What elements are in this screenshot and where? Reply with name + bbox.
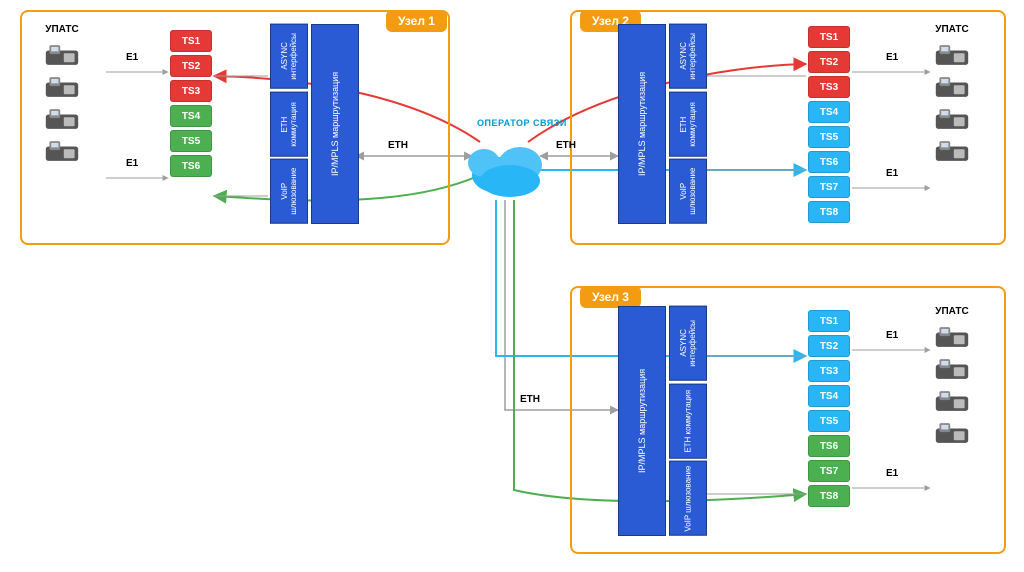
phone-icon: [44, 105, 80, 133]
phone-icon: [934, 323, 970, 351]
e1-label: E1: [126, 158, 138, 169]
router-eth-module: ETH коммутация: [270, 92, 308, 157]
router-eth-module: ETH коммутация: [669, 384, 707, 459]
timeslot-ts7: TS7: [808, 460, 850, 482]
cloud-label: ОПЕРАТОР СВЯЗИ: [477, 118, 567, 128]
node2-router: IP/MPLS маршрутизация ASYNC интерфейсы E…: [618, 24, 707, 224]
node2-timeslots: TS1 TS2 TS3 TS4 TS5 TS6 TS7 TS8: [808, 26, 850, 223]
node3-router: IP/MPLS маршрутизация ASYNC интерфейсы E…: [618, 306, 707, 536]
timeslot-ts4: TS4: [808, 385, 850, 407]
phone-icon: [934, 41, 970, 69]
phone-icon: [934, 387, 970, 415]
cloud-icon: [468, 147, 542, 197]
timeslot-ts5: TS5: [170, 130, 212, 152]
timeslot-ts2: TS2: [808, 335, 850, 357]
phone-icon: [934, 105, 970, 133]
router-main-module: IP/MPLS маршрутизация: [618, 24, 666, 224]
timeslot-ts1: TS1: [808, 310, 850, 332]
timeslot-ts6: TS6: [170, 155, 212, 177]
timeslot-ts8: TS8: [808, 485, 850, 507]
router-main-module: IP/MPLS маршрутизация: [618, 306, 666, 536]
timeslot-ts6: TS6: [808, 151, 850, 173]
timeslot-ts3: TS3: [808, 360, 850, 382]
e1-label: E1: [886, 330, 898, 341]
node2-phones: УПАТС: [934, 24, 970, 165]
router-voip-module: VoIP шлюзование: [669, 159, 707, 224]
timeslot-ts6: TS6: [808, 435, 850, 457]
node1-router: ASYNC интерфейсы ETH коммутация VoIP шлю…: [270, 24, 359, 224]
timeslot-ts8: TS8: [808, 201, 850, 223]
timeslot-ts7: TS7: [808, 176, 850, 198]
upats-label: УПАТС: [935, 24, 968, 35]
timeslot-ts4: TS4: [170, 105, 212, 127]
phone-icon: [934, 73, 970, 101]
eth-label: ETH: [388, 140, 408, 151]
router-eth-module: ETH коммутация: [669, 92, 707, 157]
node1-title: Узел 1: [386, 10, 447, 32]
node3-timeslots: TS1 TS2 TS3 TS4 TS5 TS6 TS7 TS8: [808, 310, 850, 507]
upats-label: УПАТС: [45, 24, 78, 35]
node1-phones: УПАТС: [44, 24, 80, 165]
phone-icon: [44, 41, 80, 69]
phone-icon: [44, 137, 80, 165]
upats-label: УПАТС: [935, 306, 968, 317]
timeslot-ts1: TS1: [808, 26, 850, 48]
timeslot-ts3: TS3: [170, 80, 212, 102]
timeslot-ts4: TS4: [808, 101, 850, 123]
phone-icon: [44, 73, 80, 101]
e1-label: E1: [886, 168, 898, 179]
node1-box: [20, 10, 450, 245]
e1-label: E1: [886, 468, 898, 479]
eth-label: ETH: [556, 140, 576, 151]
node1-timeslots: TS1 TS2 TS3 TS4 TS5 TS6: [170, 30, 212, 177]
router-async-module: ASYNC интерфейсы: [669, 24, 707, 89]
timeslot-ts2: TS2: [808, 51, 850, 73]
node3-phones: УПАТС: [934, 306, 970, 447]
timeslot-ts2: TS2: [170, 55, 212, 77]
e1-label: E1: [126, 52, 138, 63]
timeslot-ts1: TS1: [170, 30, 212, 52]
router-async-module: ASYNC интерфейсы: [270, 24, 308, 89]
phone-icon: [934, 137, 970, 165]
router-voip-module: VoIP шлюзование: [270, 159, 308, 224]
router-async-module: ASYNC интерфейсы: [669, 306, 707, 381]
timeslot-ts5: TS5: [808, 126, 850, 148]
router-main-module: IP/MPLS маршрутизация: [311, 24, 359, 224]
phone-icon: [934, 355, 970, 383]
router-voip-module: VoIP шлюзование: [669, 461, 707, 536]
timeslot-ts5: TS5: [808, 410, 850, 432]
eth-label: ETH: [520, 394, 540, 405]
node3-title: Узел 3: [580, 286, 641, 308]
timeslot-ts3: TS3: [808, 76, 850, 98]
e1-label: E1: [886, 52, 898, 63]
phone-icon: [934, 419, 970, 447]
